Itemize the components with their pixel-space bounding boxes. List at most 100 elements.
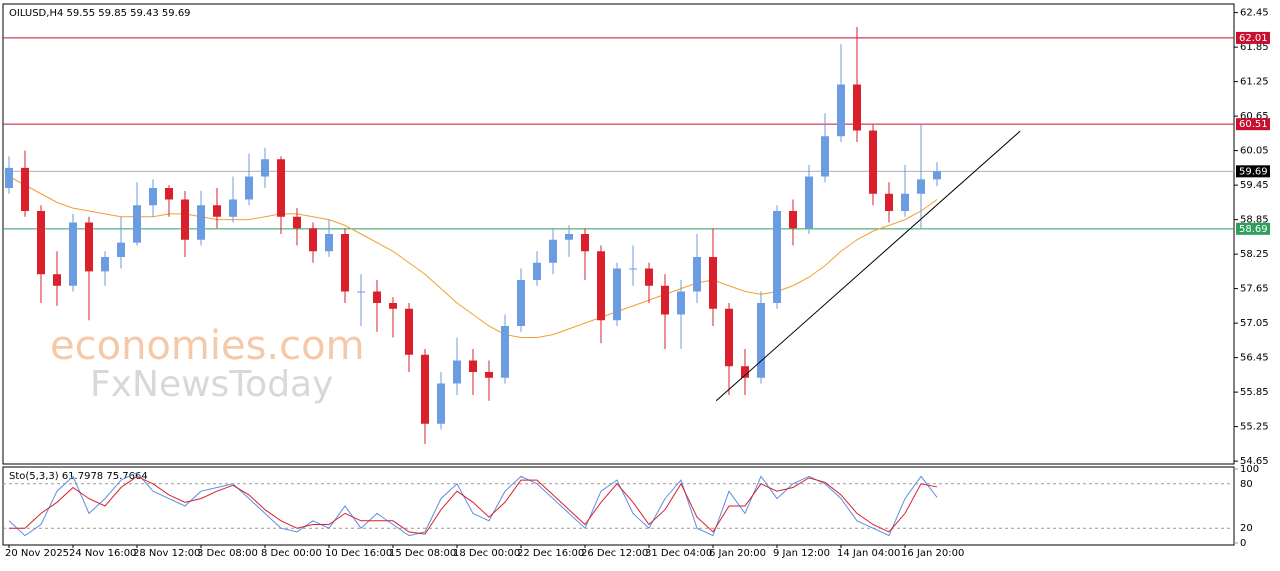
y-tick-label: 100 (1240, 464, 1259, 475)
candle-body (5, 167, 13, 188)
y-tick-label: 57.65 (1240, 284, 1269, 295)
candle-body (117, 242, 125, 257)
candle-body (741, 366, 749, 378)
x-tick-label: 6 Jan 20:00 (709, 548, 766, 559)
oscillator-title: Sto(5,3,3) 61.7978 75.7664 (9, 471, 148, 482)
candle-body (21, 167, 29, 211)
candle-body (389, 303, 397, 309)
candle-body (533, 262, 541, 280)
candle-body (277, 159, 285, 217)
candle-body (549, 239, 557, 263)
y-tick-label: 58.85 (1240, 215, 1269, 226)
candle-body (421, 354, 429, 424)
candle-body (789, 211, 797, 229)
x-tick-label: 15 Dec 08:00 (389, 548, 456, 559)
level-label: 60.51 (1239, 119, 1268, 130)
y-tick-label: 61.25 (1240, 77, 1269, 88)
oscillator-line (9, 475, 938, 535)
x-tick-label: 14 Jan 04:00 (837, 548, 900, 559)
candle-body (261, 159, 269, 177)
x-tick-label: 22 Dec 16:00 (517, 548, 584, 559)
main-pane (2, 3, 1235, 465)
candle-body (869, 130, 877, 194)
x-tick-label: 18 Dec 00:00 (453, 548, 520, 559)
candle-body (37, 211, 45, 275)
y-tick-label: 62.45 (1240, 8, 1269, 19)
x-tick-label: 26 Dec 12:00 (581, 548, 648, 559)
moving-average (8, 176, 938, 338)
candle-body (885, 193, 893, 211)
candle-body (165, 188, 173, 200)
watermark: economies.com (50, 323, 365, 369)
y-tick-label: 58.25 (1240, 249, 1269, 260)
candle-body (85, 222, 93, 272)
x-tick-label: 8 Dec 00:00 (261, 548, 322, 559)
candle-body (373, 291, 381, 303)
candle-body (853, 84, 861, 131)
candle-body (405, 308, 413, 355)
oscillator-pane (2, 466, 1235, 546)
x-tick-label: 3 Dec 08:00 (197, 548, 258, 559)
candle-body (469, 360, 477, 372)
y-tick-label: 80 (1240, 479, 1253, 490)
candle-body (53, 274, 61, 286)
x-tick-label: 10 Dec 16:00 (325, 548, 392, 559)
candle-body (293, 216, 301, 229)
candle-body (149, 188, 157, 206)
candle-body (485, 372, 493, 378)
trendline (715, 130, 1021, 402)
y-tick-label: 54.65 (1240, 456, 1269, 467)
candle-body (629, 268, 637, 270)
candle-body (693, 257, 701, 292)
candle-body (837, 84, 845, 137)
candle-body (709, 257, 717, 309)
candle-body (197, 205, 205, 240)
candle-body (213, 205, 221, 217)
level-label-box (1236, 222, 1270, 235)
y-tick-label: 60.65 (1240, 111, 1269, 122)
level-label: 58.69 (1239, 224, 1268, 235)
x-tick-label: 16 Jan 20:00 (901, 548, 964, 559)
level-label-box (1236, 118, 1270, 131)
y-tick-label: 55.85 (1240, 387, 1269, 398)
candle-body (645, 268, 653, 286)
candle-body (341, 234, 349, 292)
y-tick-label: 0 (1240, 538, 1246, 549)
candle-body (661, 285, 669, 315)
candle-body (773, 211, 781, 303)
candle-body (101, 257, 109, 272)
candle-body (917, 179, 925, 194)
x-tick-label: 20 Nov 2025 (5, 548, 69, 559)
x-tick-label: 9 Jan 12:00 (773, 548, 830, 559)
y-tick-label: 61.85 (1240, 42, 1269, 53)
x-tick-label: 24 Nov 16:00 (69, 548, 136, 559)
level-label-box (1236, 165, 1270, 178)
candle-body (725, 308, 733, 367)
candle-body (757, 303, 765, 378)
candle-body (229, 199, 237, 217)
y-tick-label: 60.05 (1240, 146, 1269, 157)
candle-body (69, 222, 77, 286)
candle-body (821, 136, 829, 177)
candle-body (901, 193, 909, 211)
candle-body (597, 251, 605, 321)
candle-body (805, 176, 813, 229)
chart-title: OILUSD,H4 59.55 59.85 59.43 59.69 (9, 8, 191, 19)
y-tick-label: 59.45 (1240, 180, 1269, 191)
candle-body (133, 205, 141, 243)
x-tick-label: 28 Nov 12:00 (133, 548, 200, 559)
x-tick-label: 31 Dec 04:00 (645, 548, 712, 559)
candle-body (453, 360, 461, 384)
candle-body (933, 171, 941, 180)
level-label: 62.01 (1239, 33, 1268, 44)
level-label: 59.69 (1239, 166, 1268, 177)
candle-body (437, 383, 445, 424)
oscillator-line (8, 472, 938, 537)
y-tick-label: 57.05 (1240, 318, 1269, 329)
candle-body (613, 268, 621, 321)
y-tick-label: 56.45 (1240, 353, 1269, 364)
candle-body (517, 280, 525, 326)
y-tick-label: 20 (1240, 523, 1253, 534)
candle-body (325, 234, 333, 252)
